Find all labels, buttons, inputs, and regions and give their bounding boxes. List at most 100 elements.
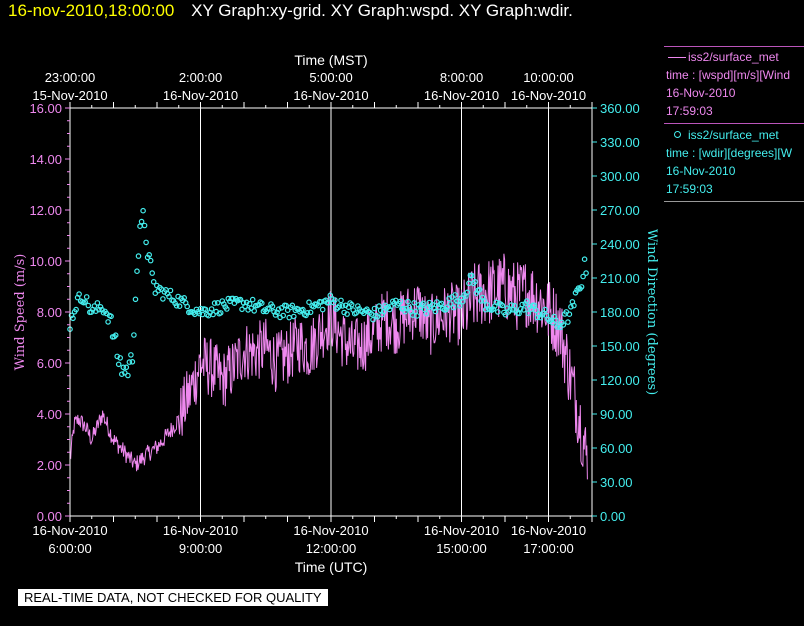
wdir-point [520, 307, 527, 313]
wdir-point [353, 310, 360, 316]
wdir-point [289, 302, 296, 309]
y-right-tick-label: 270.00 [600, 203, 640, 218]
wdir-point [196, 310, 203, 317]
wdir-point [424, 304, 431, 311]
wdir-point [499, 302, 506, 309]
wdir-point [516, 310, 522, 317]
wdir-point [502, 311, 509, 318]
wdir-point [82, 299, 89, 305]
y-left-tick-label: 6.00 [37, 356, 62, 371]
wdir-point [237, 296, 244, 303]
wdir-point [230, 295, 236, 302]
wdir-point [450, 304, 457, 311]
y-right-tick-label: 90.00 [600, 407, 633, 422]
wdir-point [493, 299, 500, 306]
wdir-point [354, 303, 361, 309]
wdir-point [105, 319, 111, 325]
wdir-point [91, 303, 98, 309]
wdir-point [318, 299, 325, 305]
wdir-point [286, 314, 293, 321]
x-bottom-tick-time: 15:00:00 [436, 541, 487, 556]
wdir-point [210, 311, 216, 318]
wdir-point [568, 303, 574, 310]
y-left-tick-label: 10.00 [29, 254, 62, 269]
legend-wspd-date: 16-Nov-2010 [666, 86, 736, 100]
wdir-point [117, 355, 124, 361]
y-left-tick-label: 0.00 [37, 509, 62, 524]
wdir-point [397, 298, 404, 305]
x-bottom-tick-time: 6:00:00 [48, 541, 91, 556]
wdir-point [125, 372, 131, 379]
wdir-point [137, 223, 143, 230]
wdir-point [140, 207, 146, 214]
line-swatch-icon [668, 57, 686, 58]
wdir-point [73, 306, 79, 313]
wdir-point [344, 311, 350, 317]
legend-wspd-title: iss2/surface_met [688, 50, 779, 64]
y-right-tick-label: 330.00 [600, 135, 640, 150]
legend-wdir-title: iss2/surface_met [688, 128, 779, 142]
wdir-point [519, 301, 526, 308]
x-top-tick-time: 5:00:00 [309, 70, 352, 85]
y-left-tick-label: 14.00 [29, 152, 62, 167]
wdir-point [173, 302, 180, 309]
x-bottom-tick-date: 16-Nov-2010 [32, 523, 107, 538]
legend-item-wspd: iss2/surface_met time : [wspd][m/s][Wind… [664, 46, 804, 124]
wdir-point [338, 297, 344, 304]
wdir-point [452, 292, 459, 298]
wdir-point [258, 300, 265, 307]
wdir-point [131, 332, 137, 338]
wdir-point [511, 302, 518, 309]
wdir-point [83, 294, 90, 300]
wdir-point [166, 293, 172, 300]
wdir-point [290, 313, 297, 320]
series-layer [67, 207, 589, 480]
wdir-point [249, 296, 256, 303]
wdir-point [211, 300, 218, 306]
wdir-point [371, 305, 378, 312]
circle-marker-icon [674, 131, 681, 138]
x-bottom-tick-date: 16-Nov-2010 [163, 523, 238, 538]
x-bottom-tick-time: 12:00:00 [306, 541, 357, 556]
wdir-point [494, 309, 501, 315]
x-bottom-tick-date: 16-Nov-2010 [511, 523, 586, 538]
wdir-point [571, 302, 577, 309]
legend-wdir-date: 16-Nov-2010 [666, 164, 736, 178]
wdir-point [525, 310, 532, 317]
header-timestamp: 16-nov-2010,18:00:00 [8, 1, 175, 20]
wdir-point [523, 298, 530, 304]
wdir-point [507, 307, 513, 314]
x-top-tick-time: 2:00:00 [179, 70, 222, 85]
wdir-point [146, 252, 153, 258]
y-left-axis-title: Wind Speed (m/s) [13, 254, 28, 371]
wdir-point [531, 302, 538, 309]
wdir-point [578, 284, 585, 290]
legend-wspd-desc: time : [wspd][m/s][Wind [666, 68, 791, 82]
wdir-point [405, 298, 411, 305]
wdir-point [306, 299, 312, 306]
wdir-point [336, 303, 343, 309]
y-right-tick-label: 210.00 [600, 271, 640, 286]
wdir-point [141, 222, 148, 229]
legend: iss2/surface_met time : [wspd][m/s][Wind… [664, 46, 804, 202]
wdir-point [464, 289, 471, 296]
y-left-tick-label: 4.00 [37, 407, 62, 422]
wdir-point [374, 313, 381, 320]
wdir-point [149, 270, 156, 276]
wdir-point [300, 306, 306, 313]
wdir-point [115, 361, 122, 368]
wdir-point [432, 308, 439, 315]
x-top-tick-date: 16-Nov-2010 [163, 88, 238, 103]
wdir-point [122, 369, 128, 376]
x-top-tick-date: 16-Nov-2010 [293, 88, 368, 103]
axes-layer: 16-Nov-2010 6:00:00 16-Nov-2010 9:00:00 16-N… [29, 70, 639, 556]
wdir-point [583, 270, 589, 276]
wdir-point [112, 332, 119, 339]
y-right-tick-label: 150.00 [600, 339, 640, 354]
wdir-point [552, 317, 559, 324]
wdir-point [184, 303, 191, 310]
legend-wdir-desc: time : [wdir][degrees][W [666, 146, 793, 160]
wdir-point [380, 308, 387, 315]
header-graph-list: XY Graph:xy-grid. XY Graph:wspd. XY Grap… [191, 1, 573, 20]
wdir-point [94, 300, 101, 306]
